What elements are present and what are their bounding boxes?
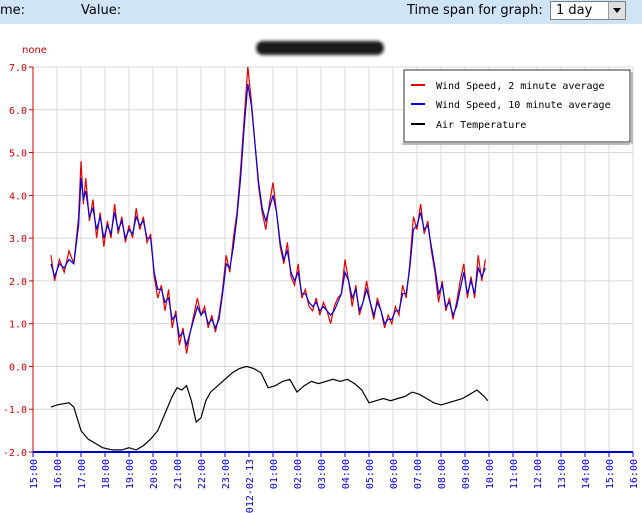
x-axis-ticks: 15:00 16:00 17:00 18:00 19:00 20:00 21:00 22:00… [29, 452, 640, 513]
y-tick-label: 1.0 [9, 320, 27, 331]
x-tick-label: 11:00 [509, 459, 520, 489]
y-tick-label: 5.0 [9, 149, 27, 160]
x-tick-label: 01:00 [269, 459, 280, 489]
x-tick-label: 16:00 [629, 459, 640, 489]
x-tick-label: 15:00 [29, 459, 40, 489]
x-tick-label: 23:00 [221, 459, 232, 489]
legend-label-air-temp: Air Temperature [436, 120, 526, 131]
x-tick-label: 13:00 [557, 459, 568, 489]
x-tick-label: 06:00 [389, 459, 400, 489]
top-bar: me: Value: Time span for graph: 1 day [0, 0, 642, 24]
y-axis-ticks: 7.0 6.0 5.0 4.0 3.0 2.0 1.0 0.0 -1.0 -2.0 [3, 63, 33, 459]
value-label: Value: [81, 3, 122, 18]
x-tick-label: 12:00 [533, 459, 544, 489]
unit-label: none [22, 45, 47, 56]
name-label: me: [0, 3, 26, 18]
timespan-select[interactable]: 1 day [550, 1, 626, 20]
x-tick-label: 08:00 [437, 459, 448, 489]
series-line-2 [50, 365, 489, 451]
legend: Wind Speed, 2 minute average Wind Speed,… [402, 69, 633, 145]
legend-box [403, 69, 631, 143]
x-tick-label: 04:00 [341, 459, 352, 489]
legend-label-wind-10min: Wind Speed, 10 minute average [436, 100, 611, 111]
chevron-down-icon[interactable] [608, 2, 625, 19]
x-tick-label: 19:00 [125, 459, 136, 489]
redacted-title [256, 41, 384, 55]
x-tick-label: 10:00 [485, 459, 496, 489]
x-tick-label: 14:00 [581, 459, 592, 489]
x-tick-label: 20:00 [149, 459, 160, 489]
y-tick-label: 7.0 [9, 63, 27, 74]
y-tick-label: 0.0 [9, 362, 27, 373]
x-tick-label: 02:00 [293, 459, 304, 489]
timespan-label: Time span for graph: [407, 3, 543, 18]
x-tick-label: 012-02-13 [245, 459, 256, 513]
series-line-0 [50, 66, 486, 354]
y-tick-label: -1.0 [3, 405, 27, 416]
x-tick-label: 07:00 [413, 459, 424, 489]
series-line-1 [50, 84, 486, 348]
x-tick-label: 21:00 [173, 459, 184, 489]
series-lines [50, 66, 489, 451]
timespan-selected-value: 1 day [556, 3, 593, 18]
x-tick-label: 03:00 [317, 459, 328, 489]
y-tick-label: 4.0 [9, 191, 27, 202]
x-tick-label: 18:00 [101, 459, 112, 489]
y-tick-label: 6.0 [9, 106, 27, 117]
legend-label-wind-2min: Wind Speed, 2 minute average [436, 81, 605, 92]
y-tick-label: 2.0 [9, 277, 27, 288]
x-tick-label: 05:00 [365, 459, 376, 489]
x-tick-label: 09:00 [461, 459, 472, 489]
x-tick-label: 22:00 [197, 459, 208, 489]
y-tick-label: -2.0 [3, 448, 27, 459]
x-tick-label: 17:00 [77, 459, 88, 489]
x-tick-label: 15:00 [605, 459, 616, 489]
x-tick-label: 16:00 [53, 459, 64, 489]
y-tick-label: 3.0 [9, 234, 27, 245]
